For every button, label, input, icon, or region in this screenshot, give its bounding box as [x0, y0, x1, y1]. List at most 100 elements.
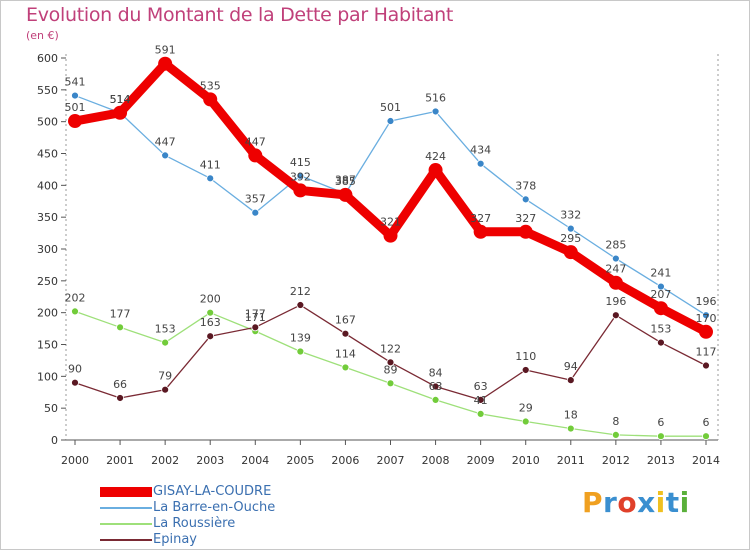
data-point: [657, 282, 665, 291]
chart-data-labels: 541 514 447 411 357 415 387 501 516 434 378 332 285 2…: [65, 44, 717, 429]
y-tick-label: 300: [37, 243, 58, 256]
data-label: 18: [564, 409, 578, 422]
data-point: [206, 332, 215, 341]
data-label: 177: [110, 307, 131, 320]
data-point: [296, 301, 305, 309]
data-point: [611, 254, 620, 263]
x-tick-label: 2002: [151, 454, 179, 467]
data-point: [428, 163, 443, 178]
x-tick-label: 2001: [106, 454, 134, 467]
y-tick-label: 150: [37, 339, 58, 352]
data-point: [699, 324, 713, 339]
data-point: [521, 366, 530, 374]
data-label: 29: [519, 402, 533, 415]
data-label: 167: [335, 314, 356, 327]
data-point: [431, 107, 440, 116]
data-point: [383, 228, 398, 243]
data-label: 501: [380, 101, 401, 114]
data-label: 117: [696, 346, 717, 359]
data-point: [161, 338, 170, 347]
data-label: 114: [335, 347, 356, 360]
x-tick-label: 2005: [286, 454, 314, 467]
legend-swatch: [100, 487, 152, 497]
data-label: 41: [474, 394, 488, 407]
proxiti-logo: Proxiti: [582, 486, 690, 519]
data-label: 122: [380, 342, 401, 355]
data-label: 6: [703, 416, 710, 429]
y-tick-label: 600: [37, 52, 58, 65]
data-point: [116, 323, 124, 332]
data-point: [473, 224, 488, 239]
data-label: 378: [515, 179, 536, 192]
data-point: [68, 114, 82, 129]
data-label: 196: [696, 295, 717, 308]
data-point: [251, 323, 260, 332]
data-point: [71, 378, 79, 387]
data-point: [702, 432, 710, 441]
data-label: 385: [335, 175, 356, 188]
x-tick-label: 2014: [692, 454, 720, 467]
data-point: [338, 187, 353, 202]
y-tick-label: 200: [37, 307, 58, 320]
data-point: [476, 395, 485, 404]
data-label: 387: [335, 174, 356, 187]
x-tick-label: 2003: [196, 454, 224, 467]
data-label: 196: [605, 295, 626, 308]
legend-label: Epinay: [153, 532, 197, 547]
data-label: 392: [290, 170, 311, 183]
data-point: [518, 224, 533, 239]
data-label: 514: [110, 93, 131, 106]
y-tick-label: 50: [44, 402, 58, 415]
data-label: 434: [470, 144, 491, 157]
y-tick-label: 250: [37, 275, 58, 288]
data-label: 177: [245, 307, 266, 320]
data-point: [113, 105, 128, 120]
data-point: [386, 379, 395, 388]
data-label: 447: [245, 135, 266, 148]
data-point: [386, 117, 395, 125]
legend-swatch: [100, 507, 152, 509]
data-label: 110: [515, 350, 536, 363]
legend-label: La Barre-en-Ouche: [153, 500, 276, 515]
data-label: 415: [290, 156, 311, 169]
chart-unit-label: (en €): [26, 29, 59, 42]
data-point: [611, 431, 620, 439]
data-label: 321: [380, 216, 401, 229]
data-point: [476, 409, 485, 418]
data-point: [431, 382, 440, 391]
y-tick-label: 350: [37, 211, 58, 224]
data-label: 153: [650, 323, 671, 336]
data-label: 285: [605, 239, 626, 252]
data-point: [341, 329, 350, 338]
data-label: 89: [384, 363, 398, 376]
data-label: 591: [155, 44, 176, 57]
y-tick-label: 400: [37, 179, 58, 192]
data-point: [566, 224, 575, 233]
x-tick-label: 2009: [467, 454, 495, 467]
x-tick-label: 2004: [241, 454, 269, 467]
data-label: 6: [657, 416, 664, 429]
data-point: [296, 347, 305, 356]
data-point: [71, 91, 79, 100]
data-point: [566, 424, 575, 433]
data-point: [566, 376, 575, 385]
data-point: [386, 358, 395, 367]
x-tick-label: 2008: [422, 454, 450, 467]
chart-series: [68, 56, 713, 441]
data-label: 8: [612, 415, 619, 428]
data-label: 332: [560, 209, 581, 222]
x-tick-label: 2012: [602, 454, 630, 467]
data-point: [341, 363, 350, 372]
data-label: 514: [110, 93, 131, 106]
legend-label: La Roussière: [153, 516, 236, 531]
data-label: 163: [200, 316, 221, 329]
y-tick-label: 100: [37, 370, 58, 383]
data-label: 411: [200, 158, 221, 171]
data-point: [657, 338, 665, 347]
data-point: [608, 275, 623, 290]
legend-label: GISAY-LA-COUDRE: [153, 484, 272, 499]
data-point: [653, 301, 668, 316]
data-label: 90: [68, 363, 82, 376]
data-point: [521, 417, 530, 426]
